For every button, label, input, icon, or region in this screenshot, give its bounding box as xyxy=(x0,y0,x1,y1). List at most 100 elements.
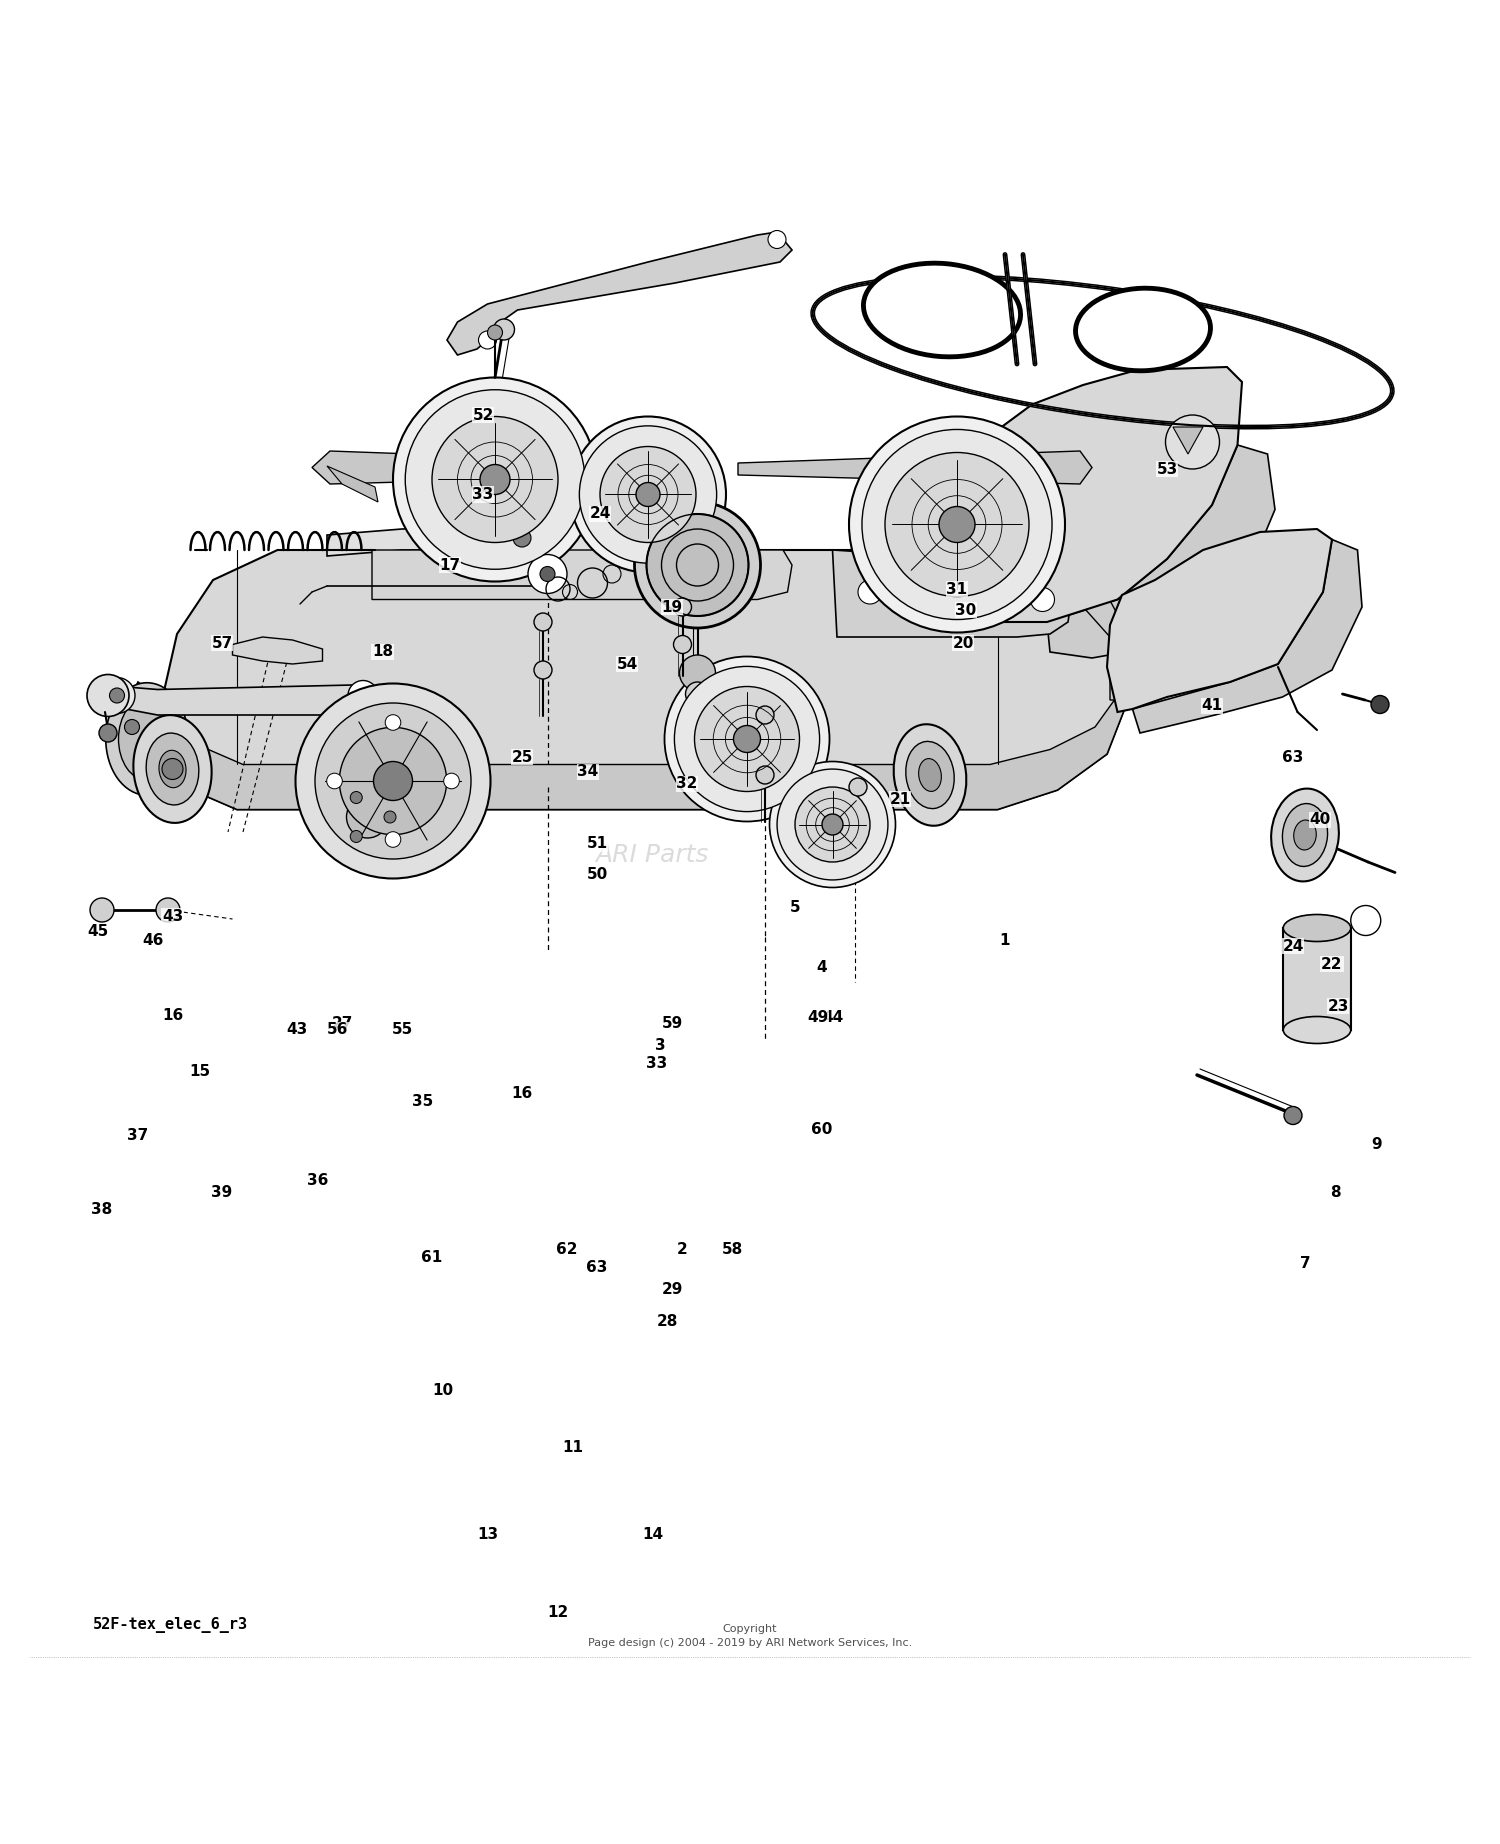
Circle shape xyxy=(513,529,531,548)
Text: 4: 4 xyxy=(816,959,828,974)
Ellipse shape xyxy=(1282,1016,1350,1044)
Circle shape xyxy=(674,597,692,616)
Circle shape xyxy=(374,762,413,800)
Circle shape xyxy=(862,430,1052,620)
Circle shape xyxy=(664,505,730,572)
Polygon shape xyxy=(1047,444,1275,658)
Circle shape xyxy=(90,898,114,922)
Circle shape xyxy=(339,727,447,835)
Text: 16: 16 xyxy=(162,1007,183,1023)
Text: 33: 33 xyxy=(472,487,494,502)
Text: 63: 63 xyxy=(1282,749,1304,765)
Text: 60: 60 xyxy=(812,1121,832,1136)
Polygon shape xyxy=(372,550,792,599)
Circle shape xyxy=(1030,588,1054,612)
Text: 7: 7 xyxy=(1299,1256,1311,1272)
Polygon shape xyxy=(1107,529,1332,712)
Text: 1: 1 xyxy=(1000,933,1011,948)
Circle shape xyxy=(1371,695,1389,714)
Circle shape xyxy=(770,762,896,887)
Circle shape xyxy=(350,830,363,843)
Text: 25: 25 xyxy=(512,749,532,765)
Circle shape xyxy=(350,791,363,804)
Ellipse shape xyxy=(105,682,189,795)
Polygon shape xyxy=(1282,928,1350,1031)
Text: 24: 24 xyxy=(1282,939,1304,953)
Circle shape xyxy=(478,332,496,349)
Circle shape xyxy=(694,686,800,791)
Ellipse shape xyxy=(1293,821,1317,850)
Polygon shape xyxy=(162,690,1128,810)
Text: 38: 38 xyxy=(92,1202,112,1217)
Text: 51: 51 xyxy=(586,837,608,852)
Circle shape xyxy=(579,426,717,562)
Circle shape xyxy=(124,719,140,734)
Circle shape xyxy=(534,612,552,631)
Text: 59: 59 xyxy=(662,1016,682,1031)
Polygon shape xyxy=(102,684,372,715)
Text: 58: 58 xyxy=(722,1241,742,1256)
Text: ARI Parts: ARI Parts xyxy=(596,843,709,867)
Circle shape xyxy=(822,813,843,835)
Circle shape xyxy=(348,680,378,710)
Text: 10: 10 xyxy=(432,1383,453,1398)
Circle shape xyxy=(634,502,760,629)
Circle shape xyxy=(686,725,709,749)
Text: 45: 45 xyxy=(87,924,108,939)
Circle shape xyxy=(795,787,870,861)
Polygon shape xyxy=(312,452,660,483)
Polygon shape xyxy=(447,232,792,356)
Circle shape xyxy=(570,417,726,572)
Polygon shape xyxy=(738,452,1092,483)
Circle shape xyxy=(99,725,117,741)
Ellipse shape xyxy=(118,697,176,780)
Circle shape xyxy=(939,507,975,542)
Circle shape xyxy=(494,319,514,339)
Circle shape xyxy=(87,675,129,717)
Circle shape xyxy=(156,898,180,922)
Polygon shape xyxy=(120,682,162,810)
Text: 22: 22 xyxy=(1322,957,1342,972)
Ellipse shape xyxy=(134,715,212,822)
Circle shape xyxy=(500,516,544,561)
Text: 54: 54 xyxy=(616,656,638,671)
Text: 8: 8 xyxy=(1329,1184,1341,1199)
Circle shape xyxy=(99,677,135,714)
Text: 19: 19 xyxy=(662,599,682,614)
Text: 32: 32 xyxy=(676,776,698,791)
Circle shape xyxy=(777,769,888,880)
Text: 36: 36 xyxy=(308,1173,328,1188)
Text: 29: 29 xyxy=(662,1282,682,1296)
Circle shape xyxy=(849,778,867,797)
Text: 18: 18 xyxy=(372,645,393,660)
Text: 16: 16 xyxy=(512,1086,532,1101)
Text: 63: 63 xyxy=(586,1259,608,1274)
Circle shape xyxy=(1284,1106,1302,1125)
Text: 49: 49 xyxy=(807,1011,828,1025)
Text: 52F-tex_elec_6_r3: 52F-tex_elec_6_r3 xyxy=(93,1617,248,1634)
Circle shape xyxy=(386,832,400,846)
Text: 11: 11 xyxy=(562,1440,584,1455)
Circle shape xyxy=(480,465,510,494)
Ellipse shape xyxy=(146,734,200,806)
Polygon shape xyxy=(1173,428,1203,454)
Text: 17: 17 xyxy=(440,557,460,572)
Text: Copyright
Page design (c) 2004 - 2019 by ARI Network Services, Inc.: Copyright Page design (c) 2004 - 2019 by… xyxy=(588,1625,912,1649)
Text: 20: 20 xyxy=(952,636,974,651)
Text: 41: 41 xyxy=(1202,699,1222,714)
Text: 3: 3 xyxy=(654,1038,666,1053)
Circle shape xyxy=(636,483,660,507)
Circle shape xyxy=(393,378,597,581)
Text: 52: 52 xyxy=(472,408,494,422)
Text: 33: 33 xyxy=(646,1055,668,1071)
Circle shape xyxy=(849,417,1065,632)
Circle shape xyxy=(674,636,692,653)
Ellipse shape xyxy=(1076,288,1210,371)
Circle shape xyxy=(734,725,760,752)
Circle shape xyxy=(315,703,471,859)
Text: 57: 57 xyxy=(211,636,232,651)
Circle shape xyxy=(600,446,696,542)
Text: 46: 46 xyxy=(142,933,164,948)
Circle shape xyxy=(528,555,567,594)
Polygon shape xyxy=(1132,540,1362,734)
